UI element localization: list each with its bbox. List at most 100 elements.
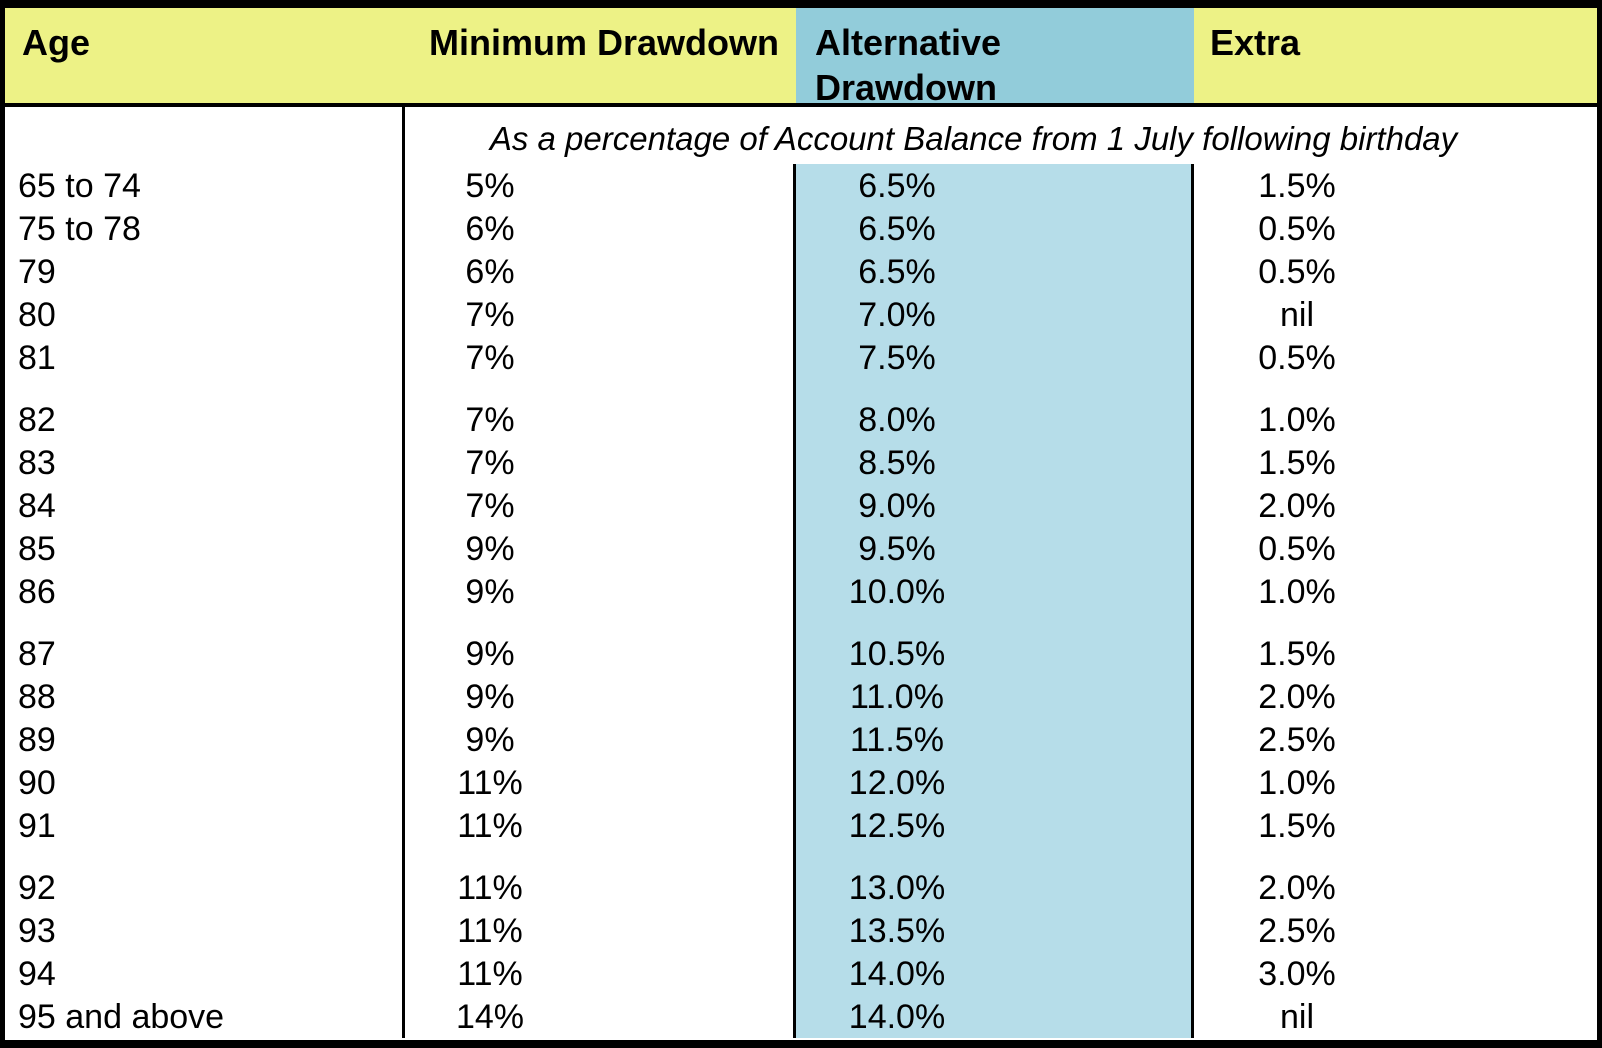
alternative-drawdown-cell: 7.5% xyxy=(796,336,1194,379)
spacer-cell xyxy=(796,613,1194,632)
spacer-row xyxy=(5,613,1597,632)
alternative-drawdown-cell: 14.0% xyxy=(796,995,1194,1038)
age-cell: 80 xyxy=(5,293,405,336)
spacer-cell xyxy=(5,847,405,866)
subheader-empty-cell xyxy=(5,107,405,164)
table-row: 83 7% 8.5% 1.5% xyxy=(5,441,1597,484)
age-cell: 79 xyxy=(5,250,405,293)
extra-cell: 0.5% xyxy=(1258,529,1336,568)
minimum-drawdown-cell: 7% xyxy=(405,441,796,484)
subheader-note: As a percentage of Account Balance from … xyxy=(489,119,1458,157)
extra-cell: 2.5% xyxy=(1258,911,1336,950)
table-row: 85 9% 9.5% 0.5% xyxy=(5,527,1597,570)
extra-cell: 1.5% xyxy=(1258,166,1336,205)
header-cell-alternative-drawdown: Alternative Drawdown xyxy=(796,8,1194,108)
header-cell-age: Age xyxy=(5,8,405,107)
extra-cell: 3.0% xyxy=(1258,954,1336,993)
age-cell: 82 xyxy=(5,398,405,441)
table-row: 82 7% 8.0% 1.0% xyxy=(5,398,1597,441)
alternative-drawdown-cell: 13.5% xyxy=(796,909,1194,952)
table-body: 65 to 74 5% 6.5% 1.5% 75 to 78 6% 6.5% 0.5% 79 6%… xyxy=(5,164,1597,1038)
table-row: 94 11% 14.0% 3.0% xyxy=(5,952,1597,995)
spacer-cell xyxy=(5,613,405,632)
table-row: 93 11% 13.5% 2.5% xyxy=(5,909,1597,952)
table-row: 79 6% 6.5% 0.5% xyxy=(5,250,1597,293)
spacer-cell xyxy=(796,379,1194,398)
minimum-drawdown-cell: 11% xyxy=(405,952,796,995)
header-cell-minimum-drawdown: Minimum Drawdown xyxy=(405,8,796,107)
minimum-drawdown-cell: 6% xyxy=(405,207,796,250)
spacer-cell xyxy=(1194,847,1597,866)
extra-cell: nil xyxy=(1279,997,1315,1036)
table-row: 87 9% 10.5% 1.5% xyxy=(5,632,1597,675)
age-cell: 89 xyxy=(5,718,405,761)
table-row: 84 7% 9.0% 2.0% xyxy=(5,484,1597,527)
table-row: 89 9% 11.5% 2.5% xyxy=(5,718,1597,761)
table-row: 91 11% 12.5% 1.5% xyxy=(5,804,1597,847)
spacer-cell xyxy=(796,847,1194,866)
age-cell: 95 and above xyxy=(5,995,405,1038)
header-cell-extra: Extra xyxy=(1194,8,1597,107)
age-cell: 90 xyxy=(5,761,405,804)
minimum-drawdown-cell: 7% xyxy=(405,336,796,379)
table-row: 90 11% 12.0% 1.0% xyxy=(5,761,1597,804)
alternative-drawdown-cell: 6.5% xyxy=(796,250,1194,293)
spacer-cell xyxy=(1194,613,1597,632)
table-row: 80 7% 7.0% nil xyxy=(5,293,1597,336)
extra-cell: 1.5% xyxy=(1258,634,1336,673)
extra-cell: 1.0% xyxy=(1258,572,1336,611)
extra-cell: 1.0% xyxy=(1258,763,1336,802)
age-cell: 83 xyxy=(5,441,405,484)
spacer-cell xyxy=(405,613,796,632)
alternative-drawdown-cell: 12.0% xyxy=(796,761,1194,804)
alternative-drawdown-cell: 13.0% xyxy=(796,866,1194,909)
extra-cell: 2.0% xyxy=(1258,677,1336,716)
extra-cell: 1.5% xyxy=(1258,443,1336,482)
age-cell: 92 xyxy=(5,866,405,909)
spacer-row xyxy=(5,379,1597,398)
age-cell: 81 xyxy=(5,336,405,379)
alternative-drawdown-cell: 12.5% xyxy=(796,804,1194,847)
spacer-cell xyxy=(1194,379,1597,398)
age-cell: 94 xyxy=(5,952,405,995)
spacer-row xyxy=(5,847,1597,866)
alternative-drawdown-cell: 9.5% xyxy=(796,527,1194,570)
extra-cell: 0.5% xyxy=(1258,209,1336,248)
age-cell: 88 xyxy=(5,675,405,718)
minimum-drawdown-cell: 7% xyxy=(405,484,796,527)
extra-cell: 0.5% xyxy=(1258,252,1336,291)
table-header-row: Age Minimum Drawdown Alternative Drawdow… xyxy=(5,8,1597,108)
extra-cell: 0.5% xyxy=(1258,338,1336,377)
minimum-drawdown-cell: 7% xyxy=(405,293,796,336)
minimum-drawdown-cell: 6% xyxy=(405,250,796,293)
alternative-drawdown-cell: 6.5% xyxy=(796,207,1194,250)
alternative-drawdown-cell: 14.0% xyxy=(796,952,1194,995)
minimum-drawdown-cell: 11% xyxy=(405,866,796,909)
minimum-drawdown-cell: 9% xyxy=(405,632,796,675)
spacer-cell xyxy=(405,379,796,398)
minimum-drawdown-cell: 9% xyxy=(405,675,796,718)
age-cell: 91 xyxy=(5,804,405,847)
table-row: 86 9% 10.0% 1.0% xyxy=(5,570,1597,613)
minimum-drawdown-cell: 9% xyxy=(405,527,796,570)
table-subheader-row: As a percentage of Account Balance from … xyxy=(5,107,1597,164)
alternative-drawdown-cell: 11.0% xyxy=(796,675,1194,718)
minimum-drawdown-cell: 9% xyxy=(405,718,796,761)
alternative-drawdown-cell: 9.0% xyxy=(796,484,1194,527)
table-row: 65 to 74 5% 6.5% 1.5% xyxy=(5,164,1597,207)
table-row: 88 9% 11.0% 2.0% xyxy=(5,675,1597,718)
minimum-drawdown-cell: 11% xyxy=(405,909,796,952)
extra-cell: 2.0% xyxy=(1258,486,1336,525)
spacer-cell xyxy=(405,847,796,866)
age-cell: 87 xyxy=(5,632,405,675)
table-row: 92 11% 13.0% 2.0% xyxy=(5,866,1597,909)
extra-cell: 2.5% xyxy=(1258,720,1336,759)
age-cell: 85 xyxy=(5,527,405,570)
alternative-drawdown-cell: 8.5% xyxy=(796,441,1194,484)
alternative-drawdown-cell: 6.5% xyxy=(796,164,1194,207)
alternative-drawdown-cell: 8.0% xyxy=(796,398,1194,441)
alternative-drawdown-cell: 11.5% xyxy=(796,718,1194,761)
age-cell: 84 xyxy=(5,484,405,527)
alternative-drawdown-cell: 10.5% xyxy=(796,632,1194,675)
